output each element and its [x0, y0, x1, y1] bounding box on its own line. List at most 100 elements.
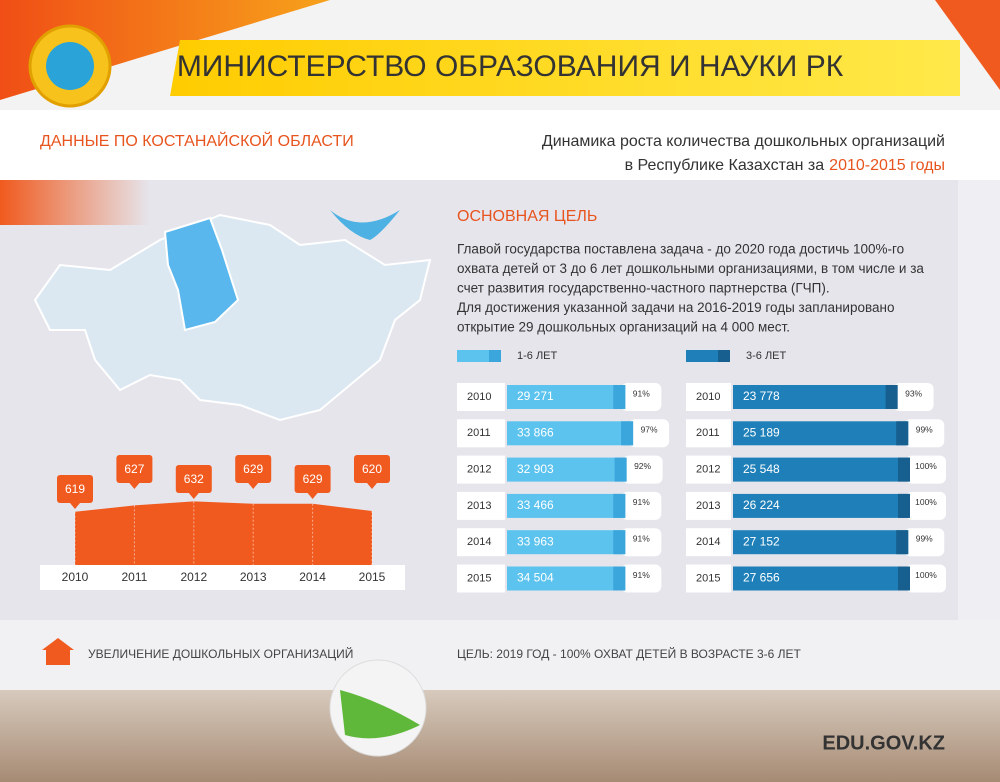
value-flag	[354, 455, 390, 483]
bar	[733, 421, 909, 446]
ornament	[958, 180, 1000, 690]
legend-swatch-end	[489, 350, 501, 362]
value-label: 619	[65, 482, 85, 496]
goal-line: открытие 29 дошкольных организаций на 4 …	[457, 320, 790, 335]
year-cell	[686, 528, 731, 557]
goal-line: Главой государства поставлена задача - д…	[457, 242, 904, 257]
bar-end	[896, 530, 909, 555]
x-tick-label: 2011	[121, 570, 147, 584]
value-label: 33 866	[517, 425, 554, 439]
value-label: 629	[303, 472, 323, 486]
value-label: 632	[184, 472, 204, 486]
value-label: 32 903	[517, 462, 554, 476]
flag-pointer	[307, 493, 318, 499]
value-label: 33 963	[517, 534, 554, 548]
percent-tab	[904, 419, 945, 448]
value-label: 629	[243, 462, 263, 476]
bar-end	[613, 566, 626, 591]
emblem-center	[46, 42, 94, 90]
floor	[0, 690, 1000, 782]
year-strip	[40, 565, 405, 590]
value-flag	[294, 465, 331, 493]
percent-tab	[622, 455, 663, 484]
percent-label: 99%	[916, 425, 933, 435]
title-band	[170, 40, 960, 96]
legend-swatch-end	[718, 350, 730, 362]
y-tick-label: 2012	[467, 464, 491, 476]
bar-end	[898, 457, 910, 482]
value-label: 627	[124, 462, 144, 476]
percent-label: 91%	[633, 570, 650, 580]
percent-tab	[621, 383, 662, 411]
bar	[733, 530, 909, 555]
area-caption: УВЕЛИЧЕНИЕ ДОШКОЛЬНЫХ ОРГАНИЗАЦИЙ	[88, 646, 353, 661]
bar	[733, 457, 910, 482]
percent-tab	[629, 419, 670, 448]
y-tick-label: 2013	[467, 500, 491, 512]
percent-label: 99%	[916, 533, 933, 543]
x-tick-label: 2010	[62, 570, 89, 584]
accent-stripe	[0, 180, 150, 225]
y-tick-label: 2014	[467, 536, 491, 548]
percent-label: 97%	[641, 425, 658, 435]
bar-end	[898, 566, 910, 591]
y-tick-label: 2011	[696, 427, 720, 439]
y-tick-label: 2010	[467, 391, 491, 403]
bar	[507, 385, 626, 409]
page-title: МИНИСТЕРСТВО ОБРАЗОВАНИЯ И НАУКИ РК	[177, 50, 844, 83]
bar	[507, 421, 634, 446]
x-tick-label: 2015	[359, 570, 386, 584]
percent-label: 91%	[633, 388, 650, 398]
bar-end	[613, 530, 626, 555]
value-label: 25 189	[743, 425, 780, 439]
y-tick-label: 2011	[467, 427, 491, 439]
map	[33, 213, 432, 422]
map-region	[163, 216, 240, 332]
x-tick-label: 2014	[299, 570, 326, 584]
legend-label: 3-6 ЛЕТ	[746, 350, 787, 362]
site: EDU.GOV.KZ	[822, 732, 945, 754]
y-tick-label: 2014	[696, 536, 720, 548]
year-cell	[686, 491, 731, 520]
percent-label: 91%	[633, 497, 650, 507]
percent-label: 100%	[915, 497, 937, 507]
flag-pointer	[129, 483, 140, 489]
bar-end	[898, 493, 910, 518]
goal-text: Главой государства поставлена задача - д…	[457, 242, 924, 335]
legend-label: 1-6 ЛЕТ	[517, 350, 558, 362]
value-flag	[175, 465, 212, 493]
bar-end	[621, 421, 634, 446]
percent-tab	[904, 528, 945, 557]
percent-tab	[906, 455, 946, 484]
subtitle: Динамика роста количества дошкольных орг…	[542, 133, 945, 150]
value-label: 620	[362, 462, 382, 476]
subtitle-text: в Республике Казахстан за	[625, 157, 825, 174]
percent-tab	[906, 564, 946, 593]
year-cell	[686, 455, 731, 484]
bar	[733, 385, 898, 409]
bar-end	[885, 385, 898, 409]
value-label: 23 778	[743, 389, 780, 403]
y-tick-label: 2012	[696, 464, 720, 476]
bar	[507, 530, 626, 555]
percent-tab	[621, 528, 662, 557]
y-tick-label: 2013	[696, 500, 720, 512]
footer-goal: ЦЕЛЬ: 2019 ГОД - 100% ОХВАТ ДЕТЕЙ В ВОЗР…	[457, 646, 802, 661]
value-flag	[235, 455, 272, 483]
flag-pointer	[70, 503, 80, 509]
percent-label: 92%	[634, 461, 651, 471]
year-cell	[686, 564, 731, 593]
bar	[733, 566, 910, 591]
subtitle-years: 2010-2015 годы	[829, 157, 945, 174]
value-label: 26 224	[743, 498, 780, 512]
goal-title: ОСНОВНАЯ ЦЕЛЬ	[457, 208, 597, 225]
caption-bg	[0, 620, 1000, 690]
percent-label: 100%	[915, 570, 937, 580]
year-cell	[686, 419, 731, 448]
percent-label: 93%	[905, 388, 922, 398]
bar-end	[613, 493, 626, 518]
bar-end	[614, 457, 627, 482]
percent-tab	[621, 564, 662, 593]
